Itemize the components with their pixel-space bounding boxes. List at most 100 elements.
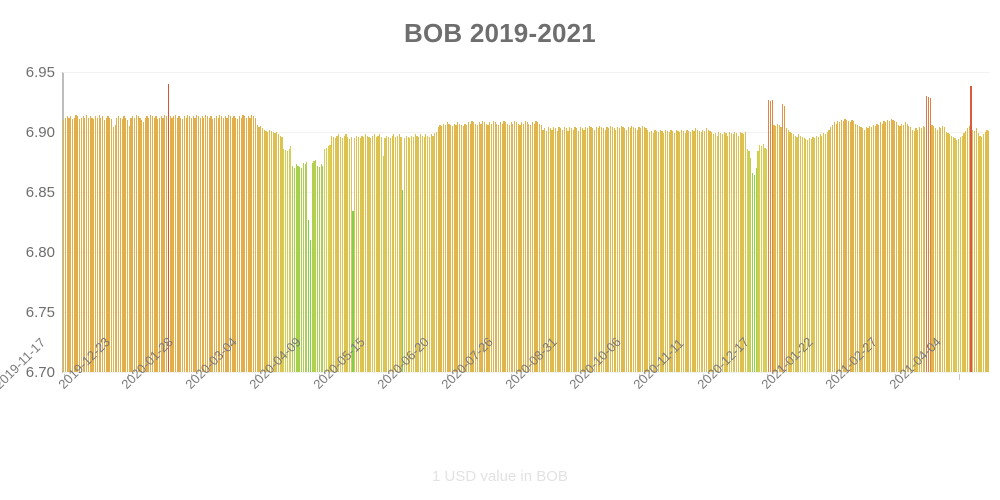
bar xyxy=(748,151,750,372)
bar xyxy=(253,116,255,372)
x-axis-tick-mark xyxy=(383,374,385,380)
bar xyxy=(728,132,731,372)
bar xyxy=(977,133,979,372)
bar xyxy=(883,121,885,372)
bar xyxy=(331,135,333,372)
bar xyxy=(853,121,855,372)
bar xyxy=(794,135,796,372)
bar xyxy=(647,129,649,372)
bar xyxy=(773,124,775,372)
bar xyxy=(954,138,956,372)
bar xyxy=(922,126,924,372)
bar xyxy=(132,116,134,372)
bar xyxy=(473,122,475,372)
bar xyxy=(109,117,111,372)
bar xyxy=(439,124,441,372)
bar xyxy=(849,122,851,372)
bar xyxy=(611,127,613,372)
bar xyxy=(760,146,763,372)
bar xyxy=(812,136,814,372)
bar xyxy=(689,132,692,372)
bar xyxy=(215,116,217,372)
bar xyxy=(556,130,558,372)
bar xyxy=(487,124,489,372)
bar xyxy=(613,128,615,372)
x-axis-tick-mark xyxy=(255,374,257,380)
bar xyxy=(466,124,468,372)
bar xyxy=(263,129,265,372)
bar xyxy=(828,129,830,372)
bar xyxy=(201,116,203,372)
bar xyxy=(833,122,835,372)
bar xyxy=(341,138,343,372)
bar xyxy=(379,134,381,372)
bar xyxy=(300,168,303,372)
bar xyxy=(855,123,857,372)
bar xyxy=(629,128,631,372)
bar xyxy=(966,128,969,372)
bar xyxy=(382,156,384,372)
bar xyxy=(590,127,592,372)
bar xyxy=(368,136,370,372)
bar xyxy=(952,136,954,372)
bar xyxy=(839,122,841,372)
bar xyxy=(297,165,299,372)
bar xyxy=(643,127,645,372)
bar xyxy=(304,164,306,372)
bar xyxy=(66,116,68,372)
bar xyxy=(387,136,390,372)
bar xyxy=(725,133,727,372)
bar xyxy=(970,86,972,372)
bar xyxy=(744,132,747,372)
bar xyxy=(586,128,589,372)
bar xyxy=(924,127,926,372)
bar xyxy=(732,134,734,372)
bar xyxy=(281,136,283,372)
bar xyxy=(560,128,562,372)
bar xyxy=(157,118,159,372)
bar xyxy=(391,135,393,372)
bar xyxy=(958,139,960,372)
bar xyxy=(356,135,358,372)
bar xyxy=(75,115,77,372)
bar xyxy=(963,133,965,372)
bar xyxy=(943,127,945,372)
x-axis-tick-mark xyxy=(191,374,193,380)
bar xyxy=(860,127,862,372)
bar xyxy=(142,122,145,372)
bar xyxy=(212,118,214,372)
bar xyxy=(334,138,336,372)
bar xyxy=(510,122,512,372)
bar xyxy=(615,129,617,372)
bar xyxy=(515,122,518,372)
bar xyxy=(746,148,748,372)
bar xyxy=(492,121,494,372)
bar xyxy=(867,128,869,372)
bar xyxy=(213,117,216,372)
y-axis-tick-label: 6.95 xyxy=(25,64,55,81)
bar xyxy=(395,136,397,372)
bar xyxy=(709,130,711,372)
bar xyxy=(931,124,933,372)
bar xyxy=(734,132,736,372)
bar xyxy=(526,122,528,372)
bar xyxy=(661,130,663,372)
bar xyxy=(256,124,258,372)
bar xyxy=(434,133,436,372)
bar xyxy=(862,128,864,372)
bar xyxy=(100,117,102,372)
bar xyxy=(276,132,278,372)
bar xyxy=(524,121,526,372)
bar xyxy=(443,123,445,372)
bar xyxy=(636,129,638,372)
bar xyxy=(869,126,871,372)
bar xyxy=(224,116,226,372)
bar xyxy=(842,121,844,372)
bar xyxy=(315,159,317,372)
bar xyxy=(938,127,940,372)
bar xyxy=(332,136,335,372)
bar xyxy=(302,163,304,372)
bar xyxy=(847,121,850,372)
gridline xyxy=(63,72,990,73)
bar xyxy=(959,136,961,372)
